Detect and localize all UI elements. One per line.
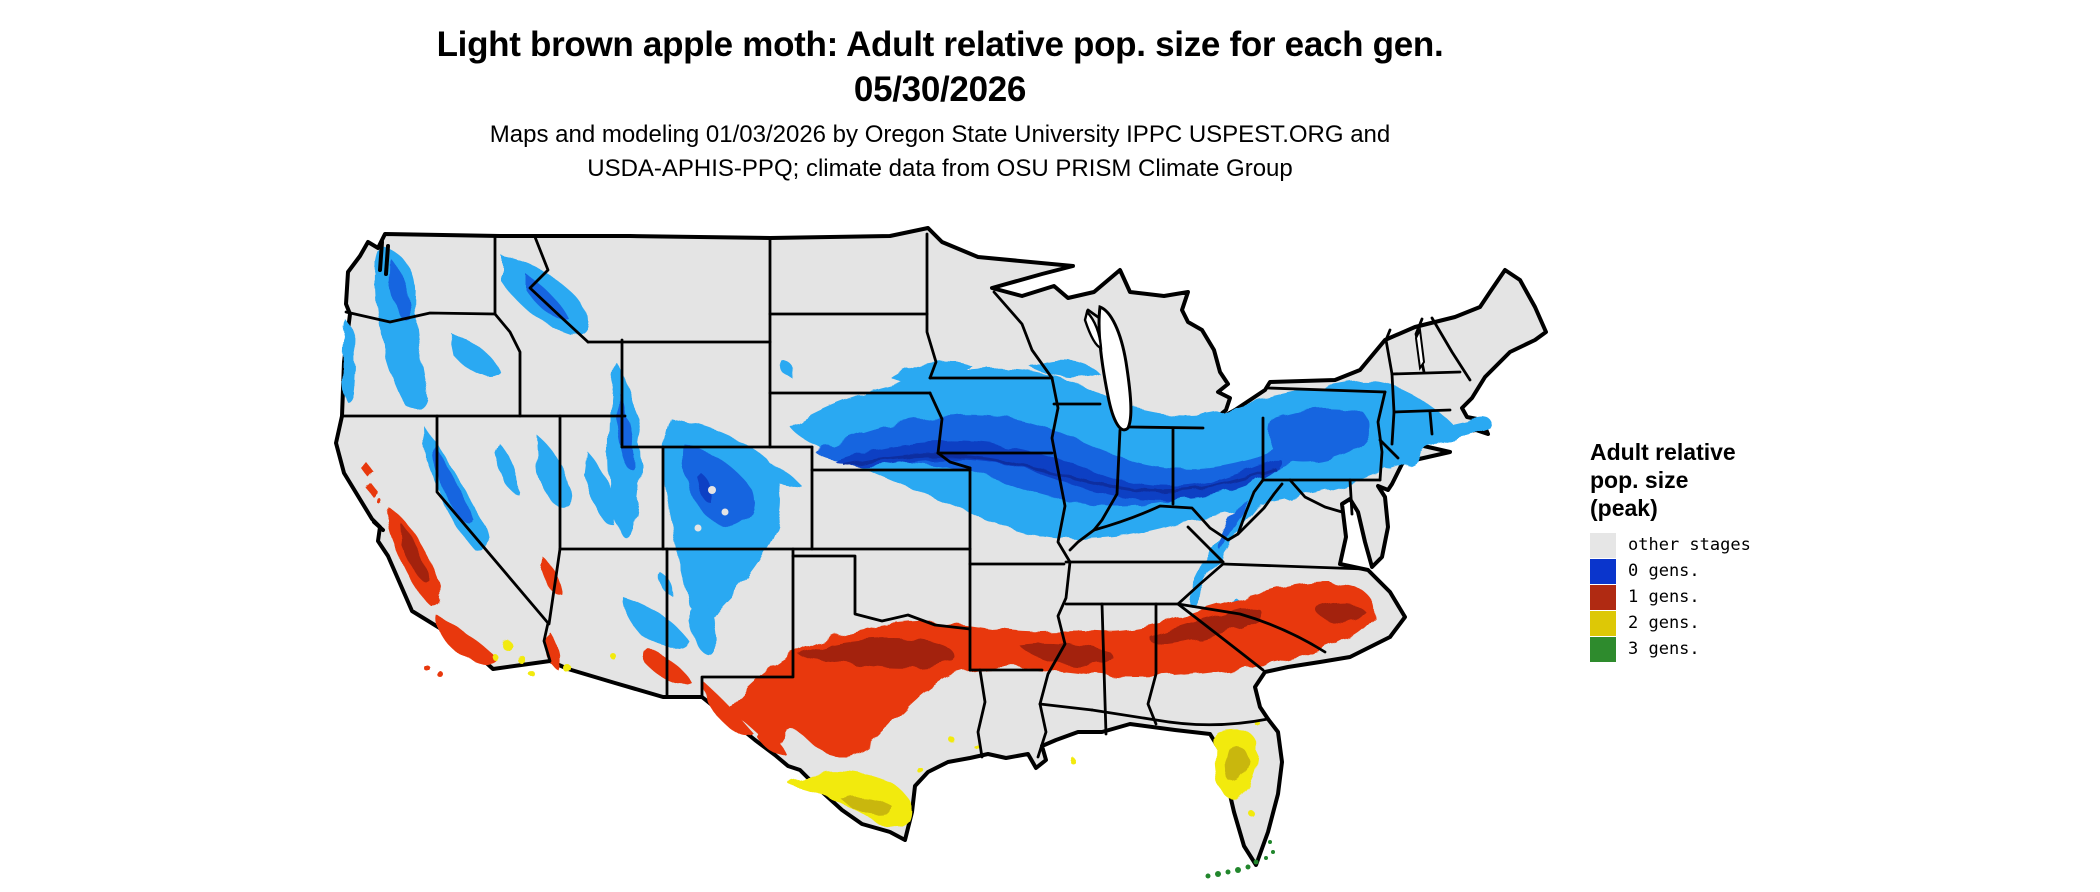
legend-swatch-3-gens — [1590, 636, 1616, 662]
legend-item-3-gens: 3 gens. — [1590, 636, 1850, 662]
legend-title-line-2: pop. size — [1590, 467, 1689, 493]
subtitle-line-2: USDA-APHIS-PPQ; climate data from OSU PR… — [587, 155, 1293, 182]
legend-item-1-gens: 1 gens. — [1590, 584, 1850, 610]
gen0-regions — [342, 246, 1492, 656]
legend-items: other stages 0 gens. 1 gens. 2 gens. 3 g… — [1590, 532, 1850, 662]
subtitle: Maps and modeling 01/03/2026 by Oregon S… — [0, 118, 1880, 186]
gen3-regions — [1205, 840, 1275, 879]
legend-label-3-gens: 3 gens. — [1628, 639, 1700, 659]
legend-swatch-1-gens — [1590, 584, 1616, 610]
legend-swatch-2-gens — [1590, 610, 1616, 636]
legend-label-1-gens: 1 gens. — [1628, 587, 1700, 607]
legend-item-other-stages: other stages — [1590, 532, 1850, 558]
subtitle-line-1: Maps and modeling 01/03/2026 by Oregon S… — [489, 121, 1391, 148]
state-borders — [340, 232, 1472, 759]
legend-title-line-1: Adult relative — [1590, 439, 1736, 465]
conus-outline — [334, 226, 1548, 867]
legend-label-0-gens: 0 gens. — [1628, 561, 1700, 581]
legend-title: Adult relative pop. size (peak) — [1590, 438, 1850, 522]
legend-label-2-gens: 2 gens. — [1628, 613, 1700, 633]
legend-item-2-gens: 2 gens. — [1590, 610, 1850, 636]
legend-label-other-stages: other stages — [1628, 535, 1751, 555]
gen2-regions — [493, 639, 1261, 829]
legend-swatch-other-stages — [1590, 532, 1616, 558]
us-map — [330, 212, 1550, 888]
legend-item-0-gens: 0 gens. — [1590, 558, 1850, 584]
puget-sound — [372, 240, 390, 532]
map-legend: Adult relative pop. size (peak) other st… — [1590, 438, 1850, 662]
legend-swatch-0-gens — [1590, 558, 1616, 584]
lake-michigan — [1083, 304, 1426, 432]
us-map-svg — [334, 226, 1548, 879]
page-title: Light brown apple moth: Adult relative p… — [0, 22, 1880, 112]
title-line-2: 05/30/2026 — [853, 70, 1027, 109]
legend-title-line-3: (peak) — [1590, 495, 1658, 521]
peak-holes — [694, 486, 729, 532]
title-line-1: Light brown apple moth: Adult relative p… — [436, 25, 1444, 64]
